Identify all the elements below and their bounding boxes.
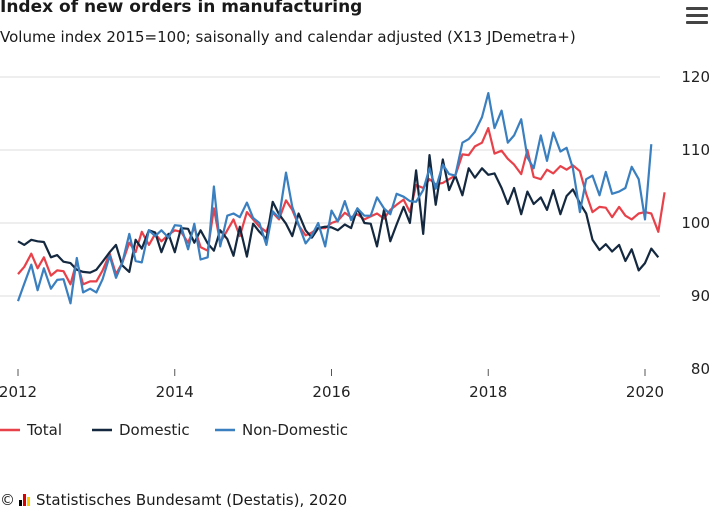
y-tick-label-80: 80 — [691, 360, 710, 378]
series-line-domestic — [17, 154, 660, 274]
x-tick-label-2014: 2014 — [156, 383, 194, 401]
copyright-symbol: © — [0, 491, 15, 509]
grid-lines — [0, 76, 660, 297]
x-tick-label-2020: 2020 — [626, 383, 664, 401]
legend-domestic-label: Domestic — [119, 421, 190, 439]
y-tick-label-90: 90 — [691, 287, 710, 305]
x-axis-ticks: 2012 2014 2016 2018 2020 — [0, 369, 664, 401]
legend-non-domestic-label: Non-Domestic — [242, 421, 348, 439]
line-chart: 80 90 100 110 120 2012 2014 2016 2018 2020 Total… — [0, 68, 710, 439]
x-tick-label-2018: 2018 — [469, 383, 507, 401]
hamburger-menu-icon[interactable] — [686, 5, 708, 25]
destatis-logo-icon — [19, 494, 30, 506]
series-lines — [16, 92, 666, 305]
y-tick-label-100: 100 — [681, 214, 710, 232]
x-tick-label-2012: 2012 — [0, 383, 37, 401]
y-axis-ticks: 80 90 100 110 120 — [681, 68, 710, 378]
y-tick-label-120: 120 — [681, 68, 710, 86]
legend[interactable]: Total Domestic Non-Domestic — [0, 421, 348, 439]
series-line-non-domestic — [16, 92, 653, 305]
chart-title: Index of new orders in manufacturing — [0, 0, 363, 17]
credit-text: Statistisches Bundesamt (Destatis), 2020 — [36, 491, 348, 509]
legend-total-label: Total — [26, 421, 62, 439]
x-tick-label-2016: 2016 — [312, 383, 350, 401]
source-credit: © Statistisches Bundesamt (Destatis), 20… — [0, 491, 347, 509]
chart-subtitle: Volume index 2015=100; saisonally and ca… — [0, 28, 576, 46]
y-tick-label-110: 110 — [681, 141, 710, 159]
